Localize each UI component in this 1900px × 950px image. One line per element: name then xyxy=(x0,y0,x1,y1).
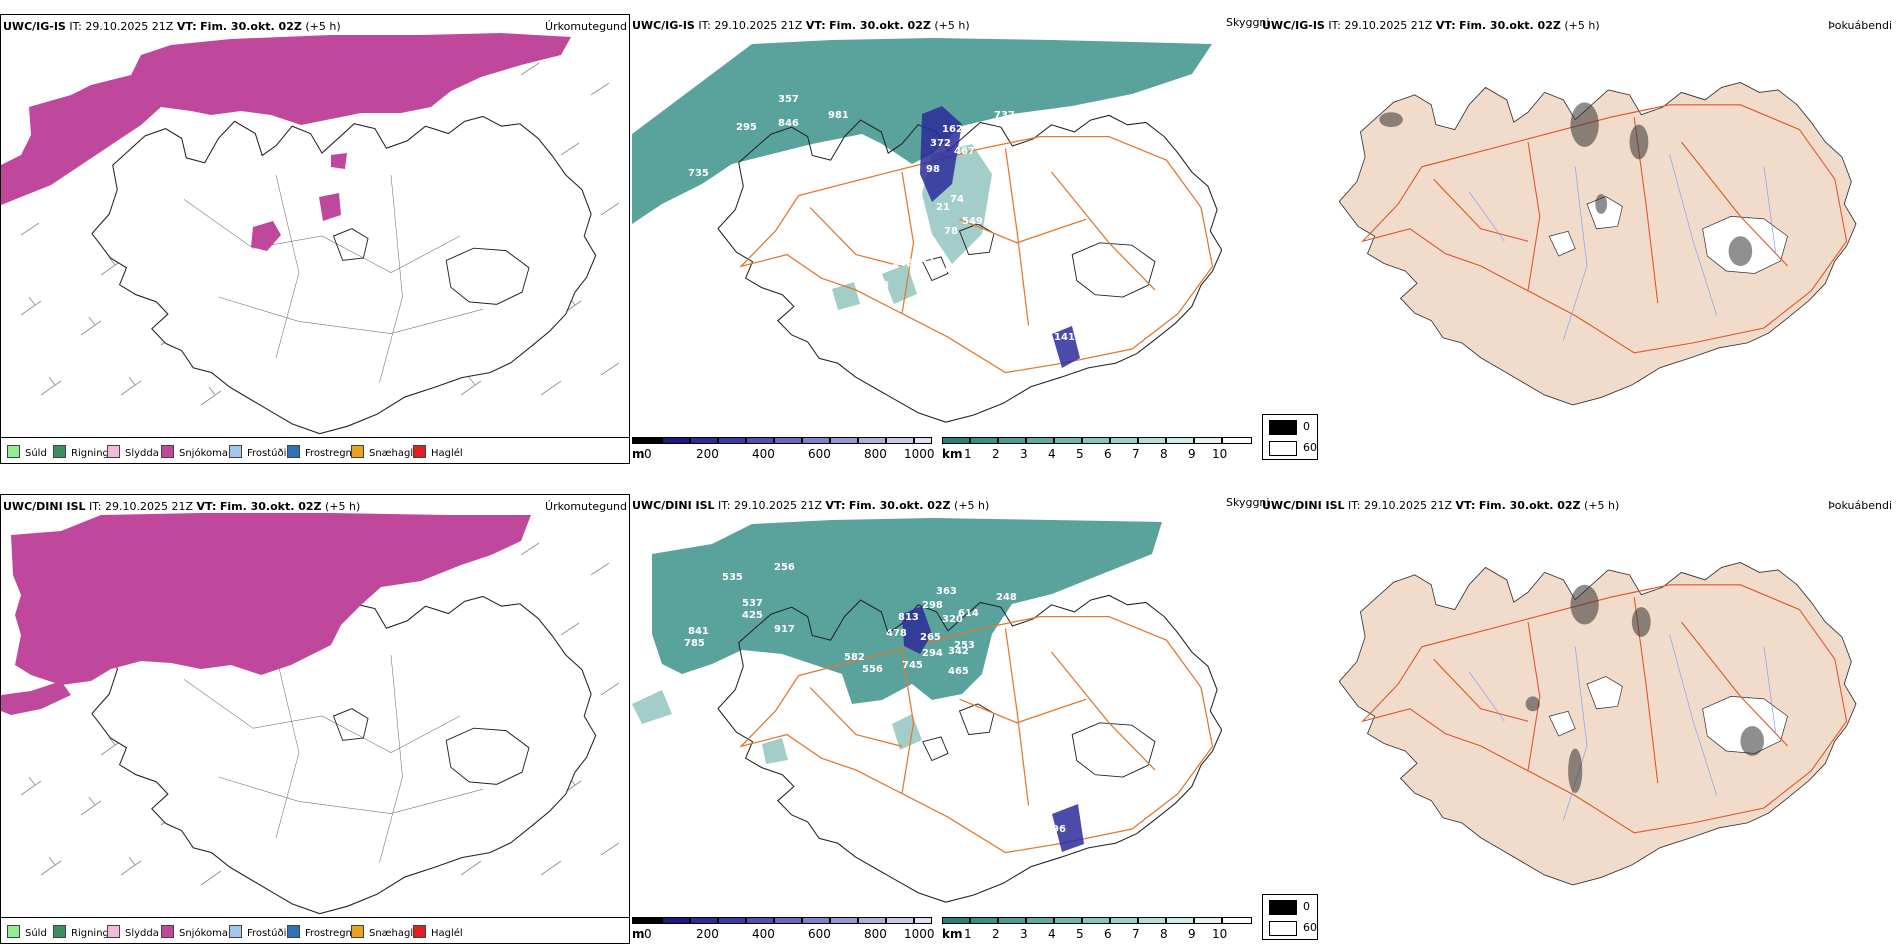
ceiling-label: 537 xyxy=(742,598,763,609)
precip-map xyxy=(1,33,620,435)
ceiling-label: 141 xyxy=(1054,332,1075,343)
legend-item: Snæhagl xyxy=(351,445,413,459)
visibility-colorbar: km 1 2 3 4 5 6 7 8 9 10 xyxy=(942,917,1252,947)
legend-item: Snjókoma xyxy=(161,925,228,939)
ceiling-label: 162 xyxy=(942,124,963,135)
panel-title: UWC/IG-IS IT: 29.10.2025 21Z VT: Fim. 30… xyxy=(3,20,341,33)
legend-item: Súld xyxy=(7,925,47,939)
visibility-panel-bottom: UWC/DINI ISL IT: 29.10.2025 21Z VT: Fim.… xyxy=(632,494,1269,947)
ceiling-label: 737 xyxy=(994,110,1015,121)
fog-key: 0 60 xyxy=(1262,894,1318,940)
legend-item: Frostúði xyxy=(229,445,286,459)
ceiling-label: 295 xyxy=(736,122,757,133)
precip-panel-top: UWC/IG-IS IT: 29.10.2025 21Z VT: Fim. 30… xyxy=(0,14,630,464)
ceiling-label: 841 xyxy=(688,626,709,637)
ceiling-colorbar: m 0 200 400 600 800 1000 xyxy=(632,917,935,947)
ceiling-label: 813 xyxy=(898,612,919,623)
ceiling-label: 74 xyxy=(950,194,964,205)
visibility-map: 357 295 846 981 735 162 372 467 98 737 7… xyxy=(632,38,1222,423)
legend-item: Súld xyxy=(7,445,47,459)
legend-item: Frostregn xyxy=(287,925,352,939)
ceiling-label: 98 xyxy=(926,164,940,175)
legend-item: Haglél xyxy=(413,925,463,939)
ceiling-labels: 357 295 846 981 735 162 372 467 98 737 7… xyxy=(688,94,1075,343)
panel-title: UWC/DINI ISL IT: 29.10.2025 21Z VT: Fim.… xyxy=(632,499,990,512)
legend-item: Slydda xyxy=(107,925,159,939)
panel-title: UWC/DINI ISL IT: 29.10.2025 21Z VT: Fim.… xyxy=(3,500,361,513)
ceiling-label: 425 xyxy=(742,610,763,621)
ceiling-label: 253 xyxy=(954,640,975,651)
precip-panel-bottom: UWC/DINI ISL IT: 29.10.2025 21Z VT: Fim.… xyxy=(0,494,630,944)
ceiling-label: 735 xyxy=(688,168,709,179)
legend-item: Rigning xyxy=(53,925,109,939)
ceiling-label: 745 xyxy=(902,660,923,671)
ceiling-label: 63 xyxy=(920,254,934,265)
precip-legend: Súld Rigning Slydda Snjókoma Frostúði Fr… xyxy=(1,437,629,463)
legend-item: Slydda xyxy=(107,445,159,459)
visibility-colorbar: km 1 2 3 4 5 6 7 8 9 10 xyxy=(942,437,1252,467)
ceiling-label: 372 xyxy=(930,138,951,149)
visibility-map: 535 256 537 425 841 785 917 363 298 248 … xyxy=(632,518,1222,903)
ceiling-label: 535 xyxy=(722,572,743,583)
ceiling-label: 357 xyxy=(778,94,799,105)
ceiling-label: 8 xyxy=(882,280,889,291)
precip-legend: Súld Rigning Slydda Snjókoma Frostúði Fr… xyxy=(1,917,629,943)
fog-title: Þokuábendi xyxy=(1828,19,1892,32)
ceiling-label: 465 xyxy=(948,666,969,677)
legend-item: Snæhagl xyxy=(351,925,413,939)
panel-title: UWC/IG-IS IT: 29.10.2025 21Z VT: Fim. 30… xyxy=(1262,19,1600,32)
snow-area xyxy=(1,33,571,205)
ceiling-colorbar: m 0 200 400 600 800 1000 xyxy=(632,437,935,467)
ceiling-label: 478 xyxy=(886,628,907,639)
ceiling-label: 342 xyxy=(948,646,969,657)
ceiling-label: 556 xyxy=(862,664,883,675)
precip-map xyxy=(1,513,620,915)
ceiling-label: 246 xyxy=(892,258,913,269)
panel-title: UWC/IG-IS IT: 29.10.2025 21Z VT: Fim. 30… xyxy=(632,19,970,32)
ceiling-label: 582 xyxy=(844,652,865,663)
legend-item: Frostregn xyxy=(287,445,352,459)
ceiling-label: 21 xyxy=(936,202,950,213)
precip-type-title: Úrkomutegund xyxy=(545,500,627,513)
fog-map xyxy=(1338,81,1857,406)
legend-item: Snjókoma xyxy=(161,445,228,459)
ceiling-label: 846 xyxy=(778,118,799,129)
ceiling-label: 614 xyxy=(958,608,979,619)
ceiling-label: 363 xyxy=(936,586,957,597)
ceiling-label: 96 xyxy=(1052,824,1066,835)
fog-panel-top: UWC/IG-IS IT: 29.10.2025 21Z VT: Fim. 30… xyxy=(1262,14,1898,464)
ceiling-label: 256 xyxy=(774,562,795,573)
ceiling-label: 265 xyxy=(920,632,941,643)
ceiling-label: 785 xyxy=(684,638,705,649)
visibility-title: Skyggni xyxy=(1226,496,1270,509)
ceiling-label: 981 xyxy=(828,110,849,121)
legend-item: Haglél xyxy=(413,445,463,459)
precip-type-title: Úrkomutegund xyxy=(545,20,627,33)
snow-area xyxy=(11,513,531,685)
fog-panel-bottom: UWC/DINI ISL IT: 29.10.2025 21Z VT: Fim.… xyxy=(1262,494,1898,944)
legend-item: Rigning xyxy=(53,445,109,459)
fog-title: Þokuábendi xyxy=(1828,499,1892,512)
ceiling-label: 467 xyxy=(954,146,975,157)
visibility-title: Skyggni xyxy=(1226,16,1270,29)
ceiling-labels: 535 256 537 425 841 785 917 363 298 248 … xyxy=(684,562,1066,835)
visibility-panel-top: UWC/IG-IS IT: 29.10.2025 21Z VT: Fim. 30… xyxy=(632,14,1269,467)
ceiling-label: 320 xyxy=(942,614,963,625)
fog-map xyxy=(1338,561,1857,886)
ceiling-label: 78 xyxy=(944,226,958,237)
panel-title: UWC/DINI ISL IT: 29.10.2025 21Z VT: Fim.… xyxy=(1262,499,1620,512)
ceiling-label: 248 xyxy=(996,592,1017,603)
ceiling-label: 294 xyxy=(922,648,943,659)
ceiling-label: 549 xyxy=(962,216,983,227)
fog-key: 0 60 xyxy=(1262,414,1318,460)
ceiling-label: 36 xyxy=(938,264,952,275)
legend-item: Frostúði xyxy=(229,925,286,939)
ceiling-label: 917 xyxy=(774,624,795,635)
ceiling-label: 298 xyxy=(922,600,943,611)
